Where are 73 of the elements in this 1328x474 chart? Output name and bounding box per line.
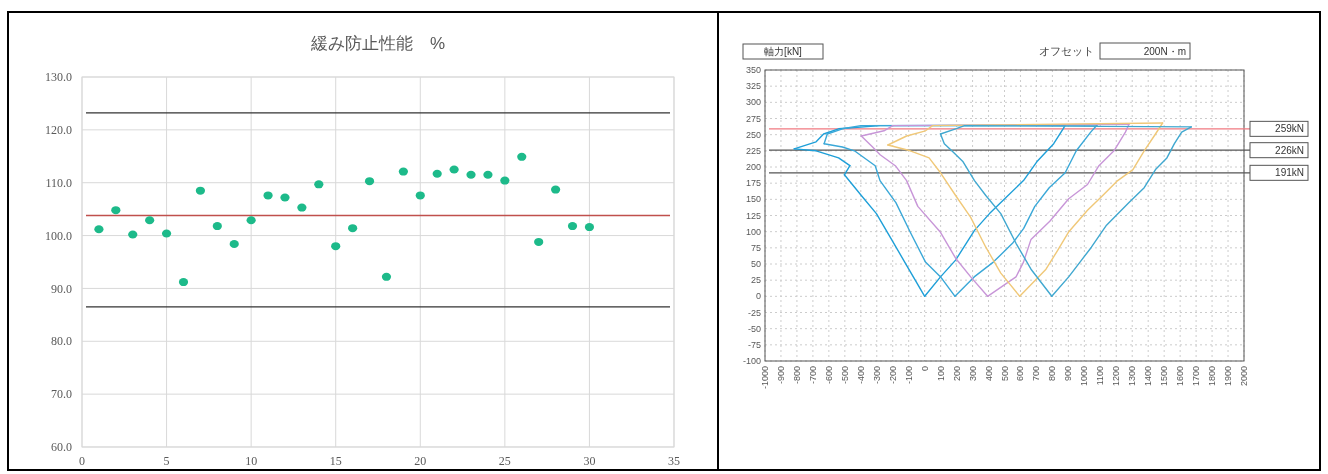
- x-tick-label: 100: [935, 366, 946, 382]
- x-tick-label: 10: [245, 454, 258, 468]
- y-tick-label: 300: [745, 97, 761, 108]
- y-tick-label: 90.0: [51, 281, 72, 296]
- y-tick-label: 70.0: [51, 387, 72, 402]
- x-tick-label: 30: [583, 454, 596, 468]
- x-tick-label: 1800: [1207, 366, 1218, 387]
- x-tick-label: 35: [668, 454, 680, 468]
- y-tick-label: 0: [755, 291, 761, 302]
- x-tick-label: -500: [839, 366, 850, 385]
- y-tick-label: -75: [747, 339, 761, 350]
- y-tick-label: 250: [745, 129, 761, 140]
- chart-title: 緩み防止性能 %: [309, 34, 446, 53]
- x-tick-label: -400: [855, 366, 866, 385]
- ref-line-label: 226kN: [1275, 144, 1304, 156]
- x-tick-label: 800: [1047, 366, 1058, 382]
- y-tick-label: -100: [742, 356, 761, 367]
- x-tick-label: -700: [807, 366, 818, 385]
- ref-line-label: 191kN: [1275, 167, 1304, 179]
- y-tick-label: 25: [750, 275, 761, 286]
- x-tick-label: 300: [967, 366, 978, 382]
- y-tick-label: 325: [745, 81, 761, 92]
- x-tick-label: 0: [79, 454, 85, 468]
- y-tick-label: 80.0: [51, 334, 72, 349]
- x-tick-label: 1600: [1175, 366, 1186, 387]
- x-tick-label: -600: [823, 366, 834, 385]
- y-tick-label: -25: [747, 307, 761, 318]
- y-axis-title: 軸力[kN]: [764, 46, 803, 57]
- x-tick-label: 1700: [1191, 366, 1202, 387]
- y-tick-label: 75: [750, 242, 761, 253]
- y-tick-label: 175: [745, 178, 761, 189]
- x-tick-label: 500: [999, 366, 1010, 382]
- x-tick-label: 20: [414, 454, 427, 468]
- x-tick-label: 1900: [1223, 366, 1234, 387]
- text: 200N・m: [1143, 46, 1186, 57]
- y-tick-label: 120.0: [45, 123, 72, 138]
- x-tick-label: 15: [329, 454, 342, 468]
- y-tick-label: 50: [750, 259, 761, 270]
- x-tick-label: 1100: [1095, 366, 1106, 386]
- x-tick-label: 5: [163, 454, 170, 468]
- x-tick-label: 400: [983, 366, 994, 382]
- x-tick-label: 25: [498, 454, 511, 468]
- x-tick-label: 1000: [1079, 366, 1090, 387]
- x-tick-label: -200: [887, 366, 898, 385]
- x-tick-label: 0: [919, 366, 930, 372]
- y-tick-label: 110.0: [45, 175, 72, 190]
- ref-line-label: 259kN: [1275, 123, 1304, 135]
- text: オフセット: [1039, 45, 1094, 57]
- x-tick-label: 600: [1015, 366, 1026, 382]
- x-tick-label: 1400: [1143, 366, 1154, 387]
- x-tick-label: 1300: [1127, 366, 1138, 387]
- y-tick-label: -50: [747, 323, 761, 334]
- y-tick-label: 275: [745, 113, 761, 124]
- y-tick-label: 100.0: [45, 228, 72, 243]
- x-tick-label: 1500: [1159, 366, 1170, 387]
- x-tick-label: 1200: [1111, 366, 1122, 387]
- y-tick-label: 60.0: [51, 440, 72, 455]
- x-tick-label: -300: [871, 366, 882, 385]
- x-tick-label: 700: [1031, 366, 1042, 382]
- x-tick-label: -800: [791, 366, 802, 385]
- x-tick-label: 2000: [1239, 366, 1249, 387]
- y-tick-label: 150: [745, 194, 761, 205]
- y-tick-label: 350: [745, 65, 761, 76]
- x-tick-label: -100: [903, 366, 914, 385]
- y-tick-label: 125: [745, 210, 761, 221]
- y-tick-label: 100: [745, 226, 761, 237]
- x-tick-label: 900: [1063, 366, 1074, 382]
- y-tick-label: 130.0: [45, 70, 72, 85]
- x-tick-label: -900: [775, 366, 786, 385]
- x-tick-label: 200: [951, 366, 962, 382]
- y-tick-label: 200: [745, 162, 761, 173]
- x-tick-label: -1000: [760, 366, 770, 390]
- y-tick-label: 225: [745, 145, 761, 156]
